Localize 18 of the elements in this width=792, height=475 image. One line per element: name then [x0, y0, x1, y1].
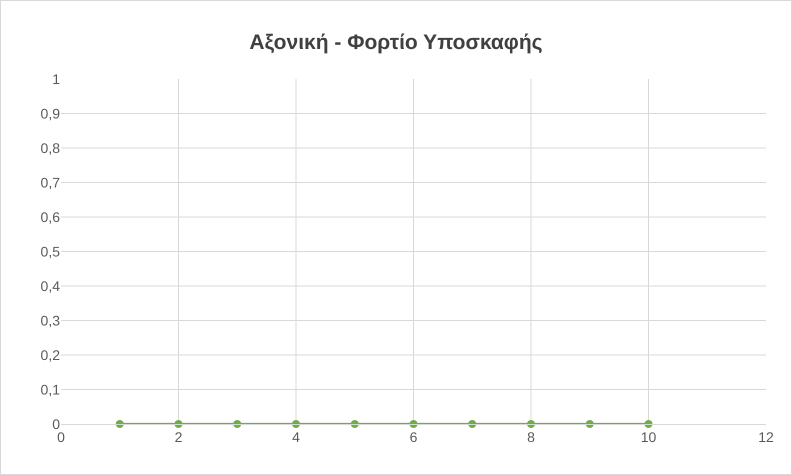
x-tick-label: 4 [292, 428, 300, 445]
y-tick-label: 0,6 [40, 208, 60, 225]
x-tick-label: 10 [640, 428, 656, 445]
y-tick-label: 0,9 [40, 105, 60, 122]
y-tick-label: 0,1 [40, 381, 60, 398]
y-tick-label: 0,3 [40, 312, 60, 328]
y-tick-label: 0 [52, 416, 60, 432]
x-tick-label: 2 [174, 428, 183, 445]
x-tick-label: 8 [527, 428, 536, 445]
y-tick-label: 0,4 [40, 278, 60, 294]
x-tick-label: 6 [410, 428, 418, 445]
y-tick-label: 0,5 [40, 243, 60, 260]
y-tick-label: 0,2 [40, 346, 60, 363]
x-tick-label: 12 [758, 428, 774, 445]
y-tick-label: 0,7 [40, 174, 60, 190]
y-tick-label: 0,8 [40, 140, 60, 156]
chart-title: Αξονική - Φορτίο Υποσκαφής [249, 30, 543, 54]
y-tick-label: 1 [52, 70, 60, 87]
